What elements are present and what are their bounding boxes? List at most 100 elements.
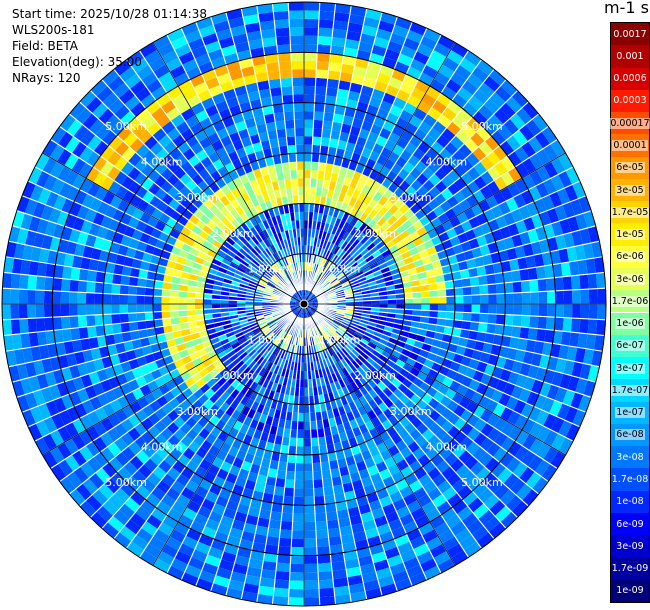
range-gate-cell	[52, 277, 63, 292]
range-gate-cell	[471, 304, 481, 314]
range-gate-cell	[129, 80, 147, 96]
range-gate-cell	[343, 316, 352, 323]
range-gate-cell	[145, 493, 162, 508]
range-gate-cell	[366, 409, 378, 421]
range-gate-cell	[278, 537, 292, 547]
range-gate-cell	[193, 388, 205, 400]
range-gate-cell	[314, 86, 327, 96]
colorbar-level: 3e-08	[611, 446, 649, 469]
range-gate-cell	[294, 387, 300, 397]
range-gate-cell	[341, 212, 350, 222]
range-gate-cell	[322, 240, 329, 250]
range-gate-cell	[479, 185, 493, 200]
ray-line	[314, 312, 540, 495]
range-gate-cell	[529, 169, 544, 186]
range-gate-cell	[319, 333, 325, 342]
range-gate-cell	[246, 30, 263, 42]
range-gate-cell	[463, 347, 475, 359]
range-gate-cell	[280, 367, 287, 377]
range-gate-cell	[295, 220, 301, 229]
range-gate-cell	[80, 219, 93, 235]
range-gate-cell	[281, 267, 288, 276]
range-gate-cell	[529, 279, 539, 293]
range-gate-cell	[351, 117, 364, 129]
range-gate-cell	[372, 191, 383, 203]
range-gate-cell	[185, 479, 200, 493]
range-gate-cell	[56, 442, 72, 460]
range-gate-cell	[374, 345, 384, 355]
range-gate-cell	[120, 361, 132, 374]
range-gate-cell	[61, 316, 71, 330]
range-gate-cell	[358, 375, 368, 386]
range-gate-cell	[484, 457, 500, 473]
range-gate-cell	[318, 579, 334, 589]
range-gate-cell	[295, 144, 304, 154]
range-gate-cell	[474, 340, 485, 352]
range-gate-cell	[498, 392, 511, 407]
range-gate-cell	[129, 194, 143, 208]
range-gate-cell	[134, 422, 148, 436]
range-gate-cell	[362, 402, 373, 413]
colorbar-level: 1e-09	[611, 579, 649, 602]
range-gate-cell	[120, 110, 136, 127]
range-gate-cell	[158, 257, 169, 268]
range-gate-cell	[513, 193, 527, 209]
range-gate-cell	[275, 27, 290, 38]
range-gate-cell	[182, 58, 199, 73]
ring-label: 4.00km	[426, 156, 468, 169]
range-gate-cell	[123, 131, 138, 147]
range-gate-cell	[343, 242, 352, 252]
range-gate-cell	[254, 233, 263, 243]
range-gate-cell	[98, 345, 110, 359]
range-gate-cell	[375, 567, 393, 580]
range-gate-cell	[392, 97, 407, 110]
range-gate-cell	[285, 187, 293, 197]
range-gate-cell	[375, 135, 388, 148]
range-gate-cell	[55, 342, 67, 357]
range-gate-cell	[437, 480, 452, 495]
range-gate-cell	[353, 346, 363, 355]
range-gate-cell	[234, 120, 247, 132]
range-gate-cell	[307, 379, 313, 388]
range-gate-cell	[138, 269, 149, 280]
range-gate-cell	[309, 404, 316, 413]
range-gate-cell	[322, 319, 331, 327]
range-gate-cell	[231, 519, 246, 531]
range-gate-cell	[314, 352, 320, 362]
range-gate-cell	[399, 109, 414, 123]
range-gate-cell	[286, 264, 292, 274]
range-gate-cell	[276, 357, 283, 367]
range-gate-cell	[566, 345, 578, 362]
range-gate-cell	[292, 521, 304, 531]
range-gate-cell	[403, 388, 415, 400]
range-gate-cell	[33, 359, 45, 376]
range-gate-cell	[230, 409, 242, 421]
range-gate-cell	[128, 321, 139, 332]
range-gate-cell	[141, 430, 155, 445]
range-gate-cell	[417, 100, 432, 115]
range-gate-cell	[347, 22, 364, 34]
range-gate-cell	[188, 214, 200, 226]
range-gate-cell	[389, 562, 407, 576]
range-gate-cell	[379, 100, 393, 113]
range-gate-cell	[391, 124, 405, 137]
range-gate-cell	[502, 271, 513, 283]
range-gate-cell	[511, 325, 521, 339]
range-gate-cell	[285, 128, 296, 138]
range-gate-cell	[225, 269, 236, 277]
range-gate-cell	[242, 14, 260, 26]
ray-line	[315, 311, 558, 469]
range-gate-cell	[395, 308, 405, 315]
range-gate-cell	[431, 99, 447, 114]
range-gate-cell	[311, 445, 320, 455]
range-gate-cell	[212, 258, 222, 267]
range-gate-cell	[304, 2, 320, 11]
range-gate-cell	[398, 393, 410, 405]
range-gate-cell	[108, 457, 124, 473]
range-gate-cell	[56, 148, 72, 166]
range-gate-cell	[144, 304, 154, 313]
range-gate-cell	[360, 511, 374, 523]
range-gate-cell	[245, 346, 255, 355]
range-gate-cell	[520, 280, 531, 293]
range-gate-cell	[554, 317, 564, 332]
